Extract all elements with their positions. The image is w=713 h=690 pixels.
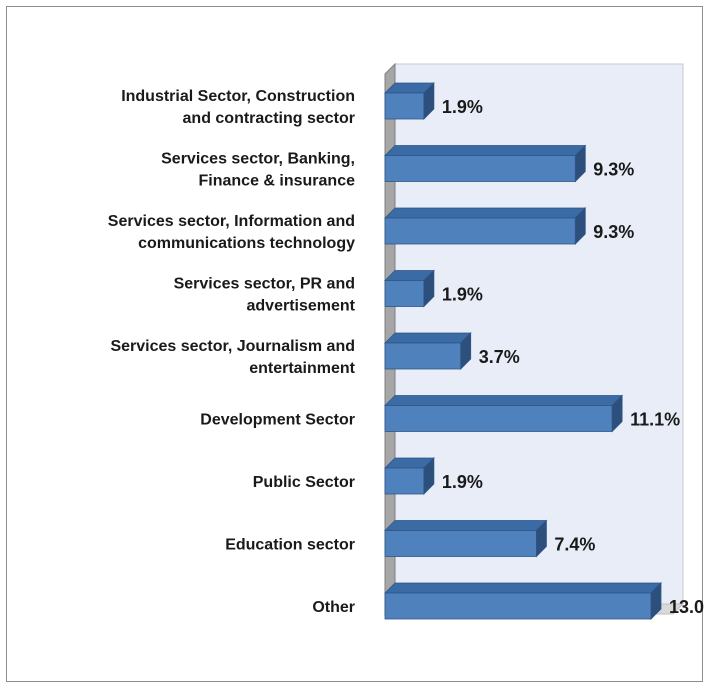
bar [384,280,425,307]
bar [384,530,537,557]
bar [384,405,613,432]
category-label: Development Sector [200,412,355,429]
bar [384,155,576,182]
category-label: Finance & insurance [199,173,356,190]
bar [384,592,652,620]
category-label: Services sector, Banking, [161,151,355,168]
bar [384,467,425,495]
bar [384,217,576,245]
category-label: and contracting sector [183,110,355,127]
data-label: 7.4% [554,535,595,555]
chart-svg: Industrial Sector, Construction and contr… [108,62,704,620]
data-label: 11.1% [630,410,680,430]
data-label: 1.9% [442,97,483,117]
bar [384,342,462,370]
category-labels: Industrial Sector, Construction and contr… [108,88,356,616]
category-label: entertainment [249,360,355,377]
bar-top-face [384,582,662,594]
data-label: 9.3% [593,160,634,180]
category-label: advertisement [247,298,356,315]
category-label: Services sector, PR and [174,276,355,293]
bar-top-face [384,207,587,219]
category-label: Services sector, Information and [108,213,355,230]
bar-top-face [384,145,587,156]
bar [384,92,425,120]
category-label: Public Sector [253,474,355,491]
chart-bars [384,82,662,620]
bar-top-face [384,332,472,344]
category-label: Industrial Sector, Construction [121,88,355,105]
data-label: 1.9% [442,472,483,492]
value-labels: 1.9% 9.3% 9.3% 1.9% 3.7% 11.1% 1.9% 7.4% 13.0% [442,97,704,617]
data-label: 13.0% [669,597,704,617]
category-label: Education sector [225,537,355,554]
category-label: Services sector, Journalism and [110,338,355,355]
category-label: Other [312,599,355,616]
bar-top-face [384,520,548,531]
data-label: 3.7% [479,347,520,367]
bar-top-face [384,395,624,406]
data-label: 9.3% [593,222,634,242]
category-label: communications technology [138,235,355,252]
chart-frame: Industrial Sector, Construction and contr… [6,6,704,682]
data-label: 1.9% [442,285,483,305]
